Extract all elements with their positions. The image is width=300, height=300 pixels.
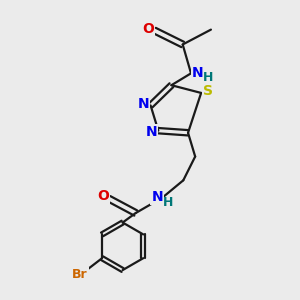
Text: H: H (202, 71, 213, 84)
Text: S: S (203, 84, 213, 98)
Text: O: O (142, 22, 154, 36)
Text: N: N (151, 190, 163, 204)
Text: O: O (97, 189, 109, 203)
Text: N: N (192, 66, 203, 80)
Text: N: N (138, 97, 149, 111)
Text: Br: Br (72, 268, 88, 281)
Text: H: H (163, 196, 173, 209)
Text: N: N (146, 125, 157, 139)
